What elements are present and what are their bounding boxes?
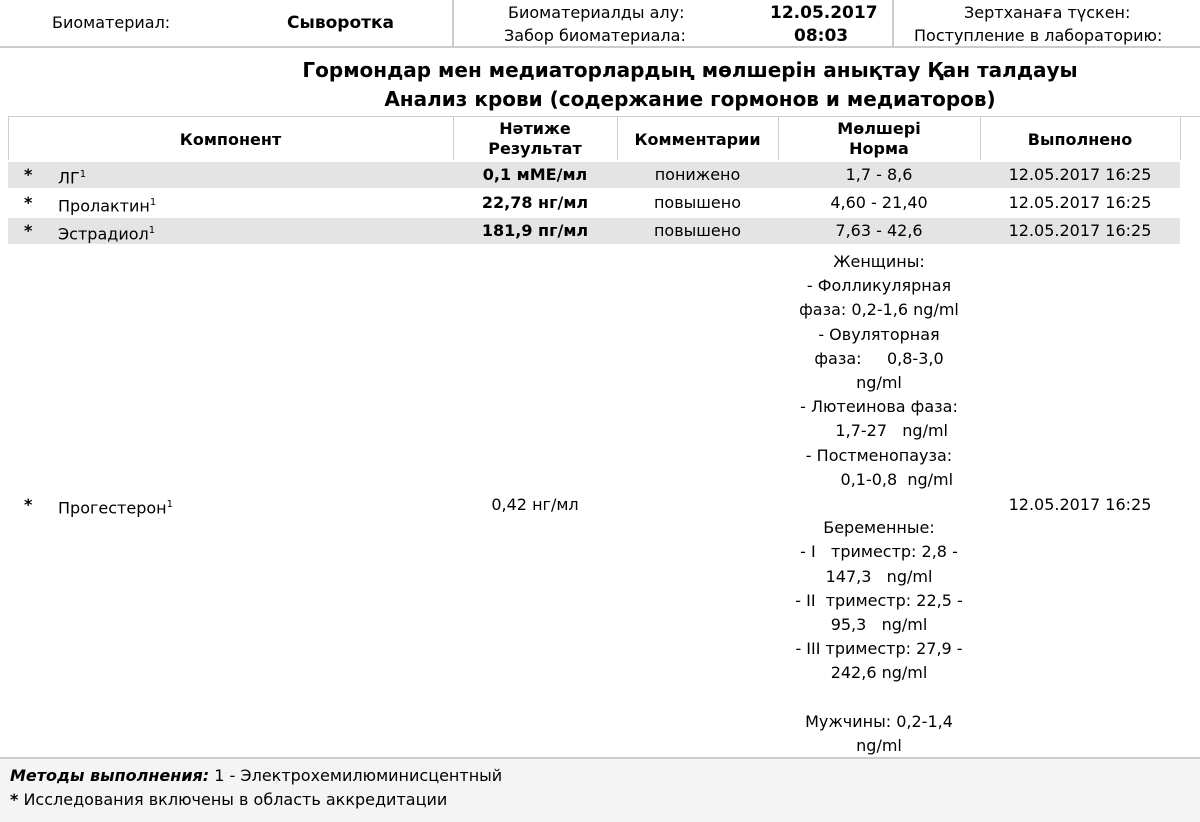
biomaterial-value: Сыворотка <box>287 13 394 33</box>
table-row: * ЛГ1 0,1 мМЕ/мл понижено 1,7 - 8,6 12.0… <box>8 162 1180 188</box>
biomaterial-box: Биоматериал: Сыворотка <box>0 0 454 48</box>
methods-label: Методы выполнения: <box>10 766 210 785</box>
component-name: Эстрадиол1 <box>58 224 156 244</box>
lab-box: Зертханаға түскен: Поступление в лаборат… <box>894 0 1200 48</box>
norm-range: 7,63 - 42,6 <box>835 221 923 240</box>
column-header-norm-kz: Мөлшері <box>837 119 921 138</box>
result-value: 0,42 нг/мл <box>491 495 579 514</box>
collection-box: Биоматериалды алу: Забор биоматериала: 1… <box>454 0 894 48</box>
result-value: 0,1 мМЕ/мл <box>482 165 588 184</box>
norm-range: 4,60 - 21,40 <box>830 193 928 212</box>
column-header-norm-ru: Норма <box>849 139 909 158</box>
accreditation-mark: * <box>24 495 33 514</box>
report-title-ru: Анализ крови (содержание гормонов и меди… <box>384 87 996 111</box>
column-header-done: Выполнено <box>1027 130 1133 149</box>
methods-value: 1 - Электрохемилюминисцентный <box>209 766 503 785</box>
comment: понижено <box>654 165 741 184</box>
lab-label-kz: Зертханаға түскен: <box>964 3 1131 22</box>
column-header-norm: Мөлшері Норма <box>778 119 980 159</box>
report-title-kz: Гормондар мен медиаторлардың мөлшерін ан… <box>302 58 1078 82</box>
component-name: ЛГ1 <box>58 168 87 188</box>
table-row: * Эстрадиол1 181,9 пг/мл повышено 7,63 -… <box>8 218 1180 244</box>
done-datetime: 12.05.2017 16:25 <box>1008 221 1152 240</box>
column-header-comments: Комментарии <box>634 130 761 149</box>
column-header-result-ru: Результат <box>488 139 582 158</box>
table-row: * Пролактин1 22,78 нг/мл повышено 4,60 -… <box>8 190 1180 216</box>
accreditation-mark: * <box>24 165 33 184</box>
biomaterial-label: Биоматериал: <box>52 13 171 32</box>
comment: повышено <box>653 221 742 240</box>
norm-range: Женщины: - Фолликулярная фаза: 0,2-1,6 n… <box>795 252 963 756</box>
column-header-component: Компонент <box>179 130 282 149</box>
accreditation-mark: * <box>24 193 33 212</box>
accreditation-note: * Исследования включены в область аккред… <box>10 790 448 809</box>
methods-line: Методы выполнения: 1 - Электрохемилюмини… <box>10 766 502 785</box>
done-datetime: 12.05.2017 16:25 <box>1008 495 1152 514</box>
result-value: 181,9 пг/мл <box>481 221 589 240</box>
result-value: 22,78 нг/мл <box>481 193 589 212</box>
done-datetime: 12.05.2017 16:25 <box>1008 165 1152 184</box>
collection-time: 08:03 <box>794 26 849 46</box>
accreditation-mark: * <box>24 221 33 240</box>
comment: повышено <box>653 193 742 212</box>
norm-range: 1,7 - 8,6 <box>845 165 913 184</box>
column-header-result-kz: Нәтиже <box>499 119 571 138</box>
collection-label-ru: Забор биоматериала: <box>504 26 686 45</box>
column-header-result: Нәтиже Результат <box>453 119 617 159</box>
component-name: Прогестерон1 <box>58 498 173 518</box>
collection-date: 12.05.2017 <box>770 3 878 23</box>
done-datetime: 12.05.2017 16:25 <box>1008 193 1152 212</box>
lab-label-ru: Поступление в лабораторию: <box>914 26 1163 45</box>
footer: Методы выполнения: 1 - Электрохемилюмини… <box>0 757 1200 822</box>
collection-label-kz: Биоматериалды алу: <box>508 3 685 22</box>
component-name: Пролактин1 <box>58 196 157 216</box>
